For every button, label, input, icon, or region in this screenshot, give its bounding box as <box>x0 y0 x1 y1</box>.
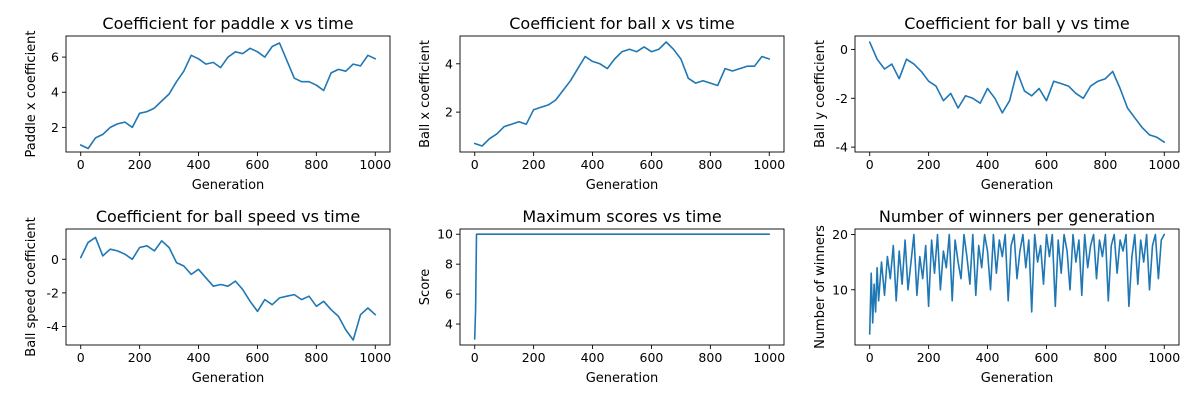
x-tick-label: 800 <box>698 157 722 172</box>
axes-frame <box>854 35 1180 153</box>
subplot-3: 0 200 400 600 800 1000 -4 -2 0 Coefficient for ba… <box>813 14 1180 193</box>
x-tick-label: 600 <box>640 157 664 172</box>
y-tick-label: -2 <box>836 91 848 106</box>
y-axis-label: Ball y coefficient <box>813 40 828 148</box>
axes-frame <box>65 35 391 153</box>
x-tick-label: 1000 <box>753 350 785 365</box>
x-tick-label: 600 <box>1035 350 1059 365</box>
subplot-2: 0 200 400 600 800 1000 2 4 Coefficient for ball … <box>418 14 785 193</box>
x-tick-label: 800 <box>304 350 328 365</box>
y-tick-label: 20 <box>832 227 848 242</box>
x-tick-label: 600 <box>246 350 270 365</box>
y-axis-label: Score <box>418 269 433 305</box>
y-axis-label: Number of winners <box>813 225 828 349</box>
y-tick-label: 4 <box>445 317 453 332</box>
chart-title: Coefficient for ball x vs time <box>509 14 734 33</box>
x-tick-label: 200 <box>128 157 152 172</box>
y-axis-label: Ball x coefficient <box>418 40 433 148</box>
x-tick-label: 200 <box>917 157 941 172</box>
x-tick-label: 800 <box>698 350 722 365</box>
subplot-5: 0 200 400 600 800 1000 4 6 8 10 Maximum scores vs … <box>418 207 785 386</box>
x-tick-label: 1000 <box>753 157 785 172</box>
subplot-1: 0 200 400 600 800 1000 2 4 6 Coefficient for padd… <box>24 14 391 193</box>
x-tick-label: 200 <box>522 157 546 172</box>
x-axis-label: Generation <box>192 371 265 386</box>
axes-frame <box>459 35 785 153</box>
x-tick-label: 1000 <box>1148 157 1180 172</box>
series-line <box>868 233 1166 335</box>
x-tick-label: 200 <box>917 350 941 365</box>
chart-title: Coefficient for ball y vs time <box>904 14 1129 33</box>
y-axis-label: Ball speed coefficient <box>24 217 39 356</box>
x-tick-label: 0 <box>471 157 479 172</box>
x-tick-label: 400 <box>976 157 1000 172</box>
x-axis-label: Generation <box>586 178 659 193</box>
x-tick-label: 400 <box>581 157 605 172</box>
x-tick-label: 200 <box>522 350 546 365</box>
axes-frame <box>854 228 1180 346</box>
x-tick-label: 1000 <box>359 350 391 365</box>
x-tick-label: 800 <box>1093 157 1117 172</box>
x-tick-label: 0 <box>77 157 85 172</box>
chart-title: Coefficient for ball speed vs time <box>96 207 360 226</box>
y-tick-label: -2 <box>47 285 59 300</box>
y-tick-label: 2 <box>51 120 59 135</box>
x-tick-label: 600 <box>246 157 270 172</box>
x-tick-label: 400 <box>187 157 211 172</box>
series-line <box>473 233 771 340</box>
x-tick-label: 800 <box>1093 350 1117 365</box>
x-tick-label: 1000 <box>1148 350 1180 365</box>
x-axis-label: Generation <box>981 371 1054 386</box>
series-line <box>868 41 1166 143</box>
y-tick-label: 10 <box>832 282 848 297</box>
y-tick-label: 0 <box>51 252 59 267</box>
chart-title: Maximum scores vs time <box>522 207 721 226</box>
x-tick-label: 600 <box>640 350 664 365</box>
chart-title: Coefficient for paddle x vs time <box>102 14 353 33</box>
x-tick-label: 0 <box>471 350 479 365</box>
x-tick-label: 400 <box>976 350 1000 365</box>
subplot-4: 0 200 400 600 800 1000 -4 -2 0 Coefficient for ba… <box>24 207 391 386</box>
axes-frame <box>65 228 391 346</box>
subplot-6: 0 200 400 600 800 1000 10 20 Number of winners p… <box>813 207 1180 386</box>
x-axis-label: Generation <box>192 178 265 193</box>
y-tick-label: -4 <box>836 140 849 155</box>
series-line <box>79 42 377 150</box>
chart-title: Number of winners per generation <box>879 207 1155 226</box>
y-tick-label: 6 <box>51 50 59 65</box>
x-tick-label: 600 <box>1035 157 1059 172</box>
y-tick-label: 4 <box>445 56 453 71</box>
y-tick-label: 4 <box>51 85 59 100</box>
x-tick-label: 0 <box>77 350 85 365</box>
axes-frame <box>459 228 785 346</box>
x-tick-label: 200 <box>128 350 152 365</box>
x-axis-label: Generation <box>981 178 1054 193</box>
y-axis-label: Paddle x coefficient <box>24 30 39 157</box>
y-tick-label: 6 <box>445 287 453 302</box>
x-tick-label: 1000 <box>359 157 391 172</box>
x-tick-label: 400 <box>187 350 211 365</box>
y-tick-label: 8 <box>445 257 453 272</box>
y-tick-label: 0 <box>840 42 848 57</box>
series-line <box>79 236 377 341</box>
x-tick-label: 800 <box>304 157 328 172</box>
y-tick-label: -4 <box>47 319 60 334</box>
x-axis-label: Generation <box>586 371 659 386</box>
series-line <box>473 41 771 147</box>
x-tick-label: 0 <box>866 350 874 365</box>
y-tick-label: 10 <box>437 227 453 242</box>
y-tick-label: 2 <box>445 105 453 120</box>
x-tick-label: 400 <box>581 350 605 365</box>
x-tick-label: 0 <box>866 157 874 172</box>
